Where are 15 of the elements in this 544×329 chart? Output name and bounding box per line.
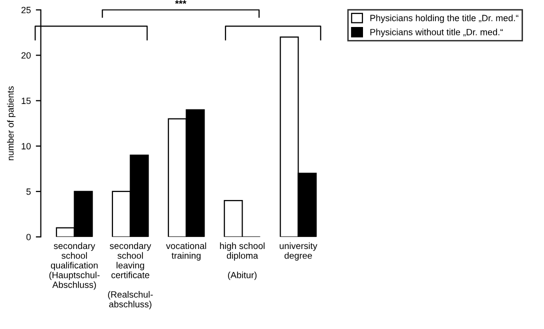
x-tick-label: vocational training: [166, 242, 206, 261]
x-tick-label: university degree: [280, 242, 318, 261]
y-tick-label: 15: [22, 98, 31, 104]
category-label: secondary school leaving certificate (Realschul- abschluss): [108, 242, 153, 310]
category-label: high school diploma (Abitur): [220, 242, 265, 280]
y-tick-label: 20: [21, 52, 31, 59]
y-tick-label: 5: [26, 188, 31, 195]
legend-label: Physicians without title „Dr. med.“: [370, 28, 503, 38]
y-tick-label: 25: [21, 6, 31, 14]
x-tick-label: secondary school qualification (Hauptschul- Abschluss): [49, 242, 100, 290]
y-axis-title: number of patients: [7, 86, 16, 160]
y-tick-label: 10: [22, 143, 31, 150]
y-tick-label: 0: [26, 234, 31, 240]
text: ***: [175, 0, 186, 4]
legend-label: Physicians holding the title „Dr. med.“: [370, 14, 518, 23]
